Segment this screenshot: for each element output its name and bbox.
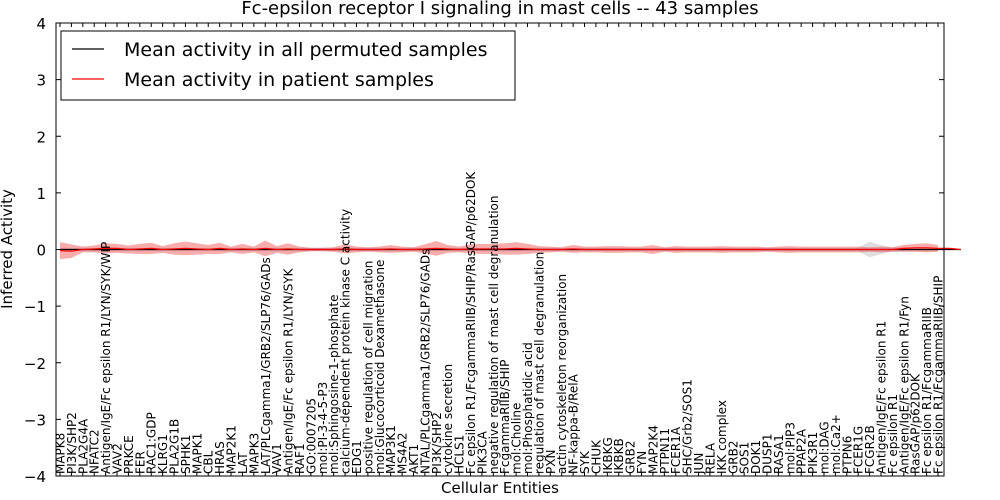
- x-tick-label: positive regulation of cell migration: [361, 261, 375, 474]
- x-tick-label: PPAP2A: [795, 428, 809, 474]
- x-tick-label: FcgammaRIIB/SHIP: [498, 360, 512, 474]
- x-tick-label: MS4A2: [396, 433, 410, 474]
- x-tick-label: Fc epsilon R1/FcgammaRIIB/SHIP: [932, 276, 946, 474]
- x-tick-label: mol:Sphingosine-1-phosphate: [327, 295, 341, 475]
- x-tick-label: PLA2G4A: [76, 418, 90, 474]
- legend-box: [60, 30, 516, 101]
- x-tick-label: NFATC2: [88, 429, 102, 474]
- x-tick-label: CHUK: [589, 439, 603, 474]
- x-tick-label: PLA2G1B: [168, 419, 182, 474]
- x-tick-label: GRB2: [726, 440, 740, 474]
- x-tick-label: GO:0007205: [304, 398, 318, 474]
- x-tick-label: Fc epsilon R1/FcgammaRIIB/SHIP/RasGAP/p6…: [464, 171, 478, 474]
- legend-label-permuted: Mean activity in all permuted samples: [124, 39, 487, 61]
- x-tick-label: cytokine secretion: [441, 364, 455, 474]
- x-tick-label: Antigen/IgE/Fc epsilon R1/Fyn: [897, 296, 911, 474]
- x-tick-label: RASA1: [772, 434, 786, 474]
- x-tick-label: LAT/PLCgamma1/GRB2/SLP76/GADs: [259, 257, 273, 474]
- x-tick-label: Fc epsilon R1: [886, 394, 900, 474]
- x-tick-label: RAC1:GDP: [145, 412, 159, 474]
- x-tick-label: Antigen/IgE/Fc epsilon R1/LYN/SYK: [282, 267, 296, 474]
- y-tick-label: 2: [36, 128, 46, 146]
- plot-frame: [55, 22, 945, 477]
- x-tick-label: PI3K/SHP2: [65, 412, 79, 474]
- x-tick-label: SHC/Grb2/SOS1: [681, 379, 695, 474]
- x-tick-label: FCER1A: [669, 426, 683, 474]
- x-tick-label: PRKCE: [122, 435, 136, 474]
- x-tick-label: DUSP1: [760, 433, 774, 474]
- x-tick-label: Antigen/IgE/Fc epsilon R1: [874, 321, 888, 474]
- x-tick-label: mol:Choline: [510, 403, 524, 474]
- y-tick-label: 4: [36, 15, 46, 33]
- series-line-patient: [59, 247, 961, 252]
- legend-label-patient: Mean activity in patient samples: [124, 69, 434, 91]
- x-tick-label: MAPK3: [247, 433, 261, 474]
- y-tick-label: −2: [24, 355, 46, 373]
- legend: Mean activity in all permuted samples Me…: [60, 30, 516, 101]
- x-tick-label: mol:PI-3-4-5-P3: [316, 382, 330, 474]
- x-tick-label: IKK complex: [715, 400, 729, 474]
- x-tick-label: SPHK1: [179, 435, 193, 474]
- x-tick-label: RasGAP/p62DOK: [909, 373, 923, 474]
- x-tick-label: MAP3K1: [384, 425, 398, 474]
- x-tick-label: Antigen/IgE/Fc epsilon R1/LYN/SYK/WIP: [99, 242, 113, 474]
- x-tick-label: PIK3R1: [806, 432, 820, 474]
- x-tick-label: regulation of mast cell degranulation: [532, 252, 546, 474]
- x-tick-label: IKBKB: [612, 438, 626, 474]
- x-tick-label: calcium-dependent protein kinase C activ…: [339, 209, 353, 474]
- x-tick-label: FYN: [635, 451, 649, 474]
- y-tick-label: 0: [36, 242, 46, 260]
- x-tick-label: RELA: [703, 442, 717, 474]
- x-tick-label: LAT: [236, 452, 250, 474]
- x-tick-label: MAPK1: [190, 433, 204, 474]
- x-tick-label: NTAL/PLCgamma1/GRB2/SLP76/GADs: [418, 249, 432, 474]
- x-axis-label: Cellular Entities: [441, 479, 559, 497]
- x-tick-label: AKT1: [407, 444, 421, 474]
- x-tick-label: MAPK8: [54, 433, 68, 474]
- chart-title: Fc-epsilon receptor I signaling in mast …: [241, 0, 758, 19]
- x-tick-label: mol:DAG: [817, 421, 831, 474]
- y-tick-label: 1: [36, 185, 46, 203]
- x-tick-label: JUN: [692, 453, 706, 475]
- x-tick-label: HRAS: [213, 441, 227, 474]
- x-tick-label: mol:Ca2+: [829, 414, 843, 474]
- x-tick-label: actin cytoskeleton reorganization: [555, 274, 569, 474]
- x-tick-label: SYK: [578, 450, 592, 474]
- x-tick-label: negative regulation of mast cell degranu…: [487, 195, 501, 474]
- x-tick-label: PIK3CA: [475, 430, 489, 474]
- x-tick-label: PTPN11: [658, 428, 672, 474]
- x-tick-label: KLRG1: [156, 434, 170, 474]
- x-tick-label: FCGR2B: [863, 425, 877, 474]
- x-tick-label: GRB2: [624, 440, 638, 474]
- x-tick-label: SOS1: [738, 442, 752, 474]
- y-axis-label: Inferred Activity: [0, 189, 16, 309]
- x-tick-label: VAV2: [111, 443, 125, 474]
- x-tick-label: RAF1: [293, 443, 307, 474]
- y-tick-label: 3: [36, 72, 46, 90]
- x-tick-label: FCER1G: [852, 426, 866, 474]
- x-tick-label: mol:Phosphatidic acid: [521, 342, 535, 474]
- x-tick-label: DOK1: [749, 440, 763, 474]
- x-tick-label: NF-kappa-B/RelA: [567, 373, 581, 474]
- x-tick-label: mol:Glucocorticoid Dexamethasone: [373, 260, 387, 474]
- x-tick-label: HCLS1: [453, 435, 467, 474]
- x-tick-label: VAV1: [270, 443, 284, 474]
- x-tick-label: CBL: [202, 450, 216, 474]
- x-tick-label: IKBKG: [601, 437, 615, 474]
- x-tick-label: MAP2K1: [225, 425, 239, 474]
- x-tick-label: MAP2K4: [646, 425, 660, 474]
- x-tick-label: mol:PIP3: [783, 422, 797, 474]
- x-tick-label: FER: [133, 451, 147, 474]
- x-tick-label: EDG1: [350, 440, 364, 474]
- x-tick-label: Fc epsilon R1/FcgammaRIIB: [920, 307, 934, 474]
- y-tick-label: −4: [24, 468, 46, 486]
- y-tick-label: −1: [24, 298, 46, 316]
- x-tick-label: PXN: [544, 450, 558, 474]
- x-tick-label: PI3K/SHP2: [430, 412, 444, 474]
- y-tick-label: −3: [24, 411, 46, 429]
- x-tick-label: PTPN6: [840, 436, 854, 474]
